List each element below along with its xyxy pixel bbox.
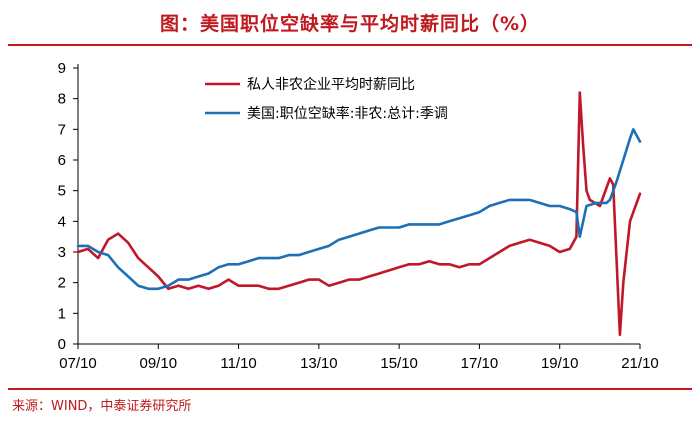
y-tick-label: 6 <box>58 152 66 169</box>
legend-label-2: 美国:职位空缺率:非农:总计:季调 <box>247 105 448 122</box>
chart-series <box>76 91 642 337</box>
y-tick-label: 7 <box>58 121 66 138</box>
x-tick-label: 09/10 <box>140 355 178 372</box>
x-tick-label: 07/10 <box>59 355 97 372</box>
y-tick-label: 4 <box>58 213 66 230</box>
x-tick-label: 13/10 <box>300 355 338 372</box>
series-line-1 <box>76 91 642 337</box>
y-tick-label: 0 <box>58 336 66 353</box>
x-tick-label: 19/10 <box>541 355 579 372</box>
source-note: 来源：WIND，中泰证券研究所 <box>12 399 192 414</box>
y-tick-label: 8 <box>58 91 66 108</box>
series-line-2 <box>76 128 642 291</box>
title-divider <box>8 44 692 46</box>
y-tick-label: 1 <box>58 305 66 322</box>
y-tick-label: 3 <box>58 244 66 261</box>
y-tick-label: 2 <box>58 275 66 292</box>
x-tick-label: 17/10 <box>461 355 499 372</box>
source-divider <box>8 388 692 390</box>
legend-label-1: 私人非农企业平均时薪同比 <box>247 76 415 93</box>
chart-title: 图：美国职位空缺率与平均时薪同比（%） <box>159 12 541 35</box>
y-tick-label: 9 <box>58 60 66 77</box>
x-tick-label: 11/10 <box>220 355 256 372</box>
x-tick-label: 15/10 <box>380 355 418 372</box>
chart-axes: 0 1 2 3 4 5 6 7 8 9 07/10 09/10 11/10 13/10 15/10 17/10… <box>58 60 659 372</box>
x-tick-label: 21/10 <box>621 355 659 372</box>
y-tick-label: 5 <box>58 183 66 200</box>
